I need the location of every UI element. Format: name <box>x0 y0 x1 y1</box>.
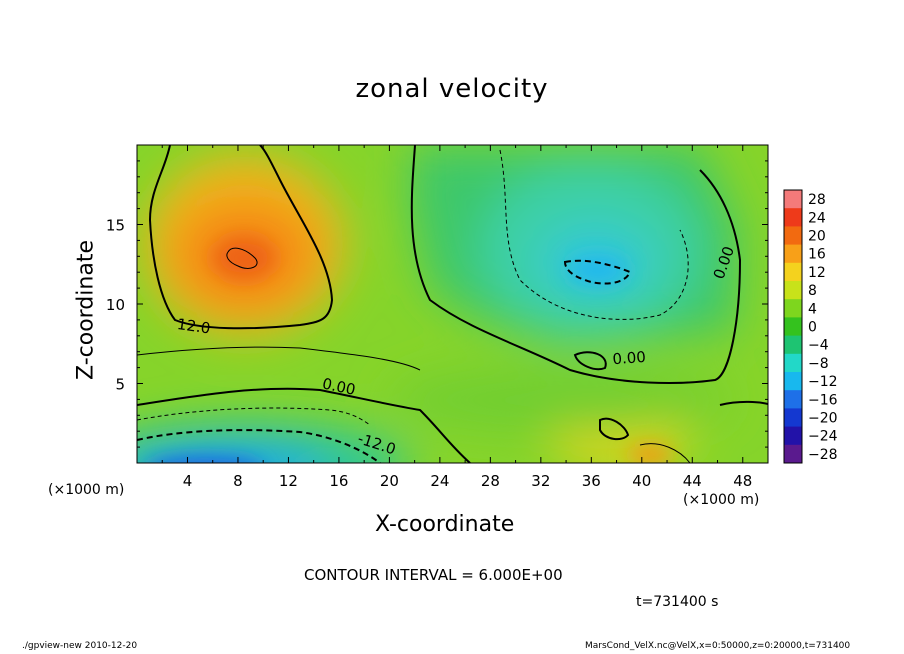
colorbar-swatch <box>784 317 802 337</box>
x-tick-label: 12 <box>279 472 298 490</box>
chart-title: zonal velocity <box>355 74 549 104</box>
contour-label: 0.00 <box>612 348 647 368</box>
colorbar-label: 12 <box>808 265 826 281</box>
colorbar-swatch <box>784 353 802 373</box>
colorbar-swatch <box>784 426 802 446</box>
contour-label-text: 0.00 <box>612 348 647 368</box>
colorbar-label: 28 <box>808 192 826 208</box>
colorbar-swatch <box>784 299 802 318</box>
colorbar: 28 24 20 16 12 8 4 0 −4 −8 −12 −16 −20 −24 −28 <box>783 189 838 464</box>
contour-label-text: 12.0 <box>176 315 212 337</box>
footer-left: ./gpview-new 2010-12-20 <box>22 641 138 651</box>
colorbar-label: 0 <box>808 320 817 336</box>
x-tick-label: 24 <box>430 472 449 490</box>
contour-interval-text: CONTOUR INTERVAL = 6.000E+00 <box>304 566 563 584</box>
y-tick-label: 15 <box>106 217 125 235</box>
colorbar-label: −8 <box>808 356 829 372</box>
colorbar-label: −28 <box>808 447 838 463</box>
footer-right: MarsCond_VelX.nc@VelX,x=0:50000,z=0:2000… <box>585 641 851 651</box>
colorbar-label: 8 <box>808 283 817 299</box>
colorbar-swatch <box>784 335 802 355</box>
colorbar-label: 16 <box>808 247 826 263</box>
colorbar-swatch <box>784 226 802 246</box>
colorbar-swatch <box>784 408 802 428</box>
velocity-field <box>137 145 768 463</box>
y-tick-label: 10 <box>106 296 125 314</box>
colorbar-label: 24 <box>808 210 826 226</box>
colorbar-swatch <box>784 444 802 464</box>
colorbar-label: −20 <box>808 411 838 427</box>
colorbar-swatch <box>784 372 802 391</box>
colorbar-frame <box>783 189 803 464</box>
colorbar-swatch <box>784 190 802 209</box>
x-tick-label: 16 <box>329 472 348 490</box>
x-unit-label-left: (×1000 m) <box>48 482 125 498</box>
x-tick-label: 32 <box>531 472 550 490</box>
colorbar-label: −16 <box>808 392 838 408</box>
colorbar-swatch <box>784 390 802 409</box>
colorbar-label: 4 <box>808 301 817 317</box>
colorbar-label: −12 <box>808 374 838 390</box>
x-tick-label: 36 <box>582 472 601 490</box>
x-tick-label: 8 <box>233 472 243 490</box>
colorbar-swatch <box>784 281 802 300</box>
x-tick-label: 28 <box>481 472 500 490</box>
y-tick-label: 5 <box>115 376 125 394</box>
time-stamp: t=731400 s <box>636 594 719 610</box>
colorbar-label: 20 <box>808 229 826 245</box>
x-tick-label: 20 <box>380 472 399 490</box>
colorbar-swatch <box>784 244 802 264</box>
x-tick-label: 48 <box>733 472 752 490</box>
x-axis-label: X-coordinate <box>375 512 515 537</box>
x-tick-label: 44 <box>683 472 702 490</box>
x-tick-label: 40 <box>632 472 651 490</box>
colorbar-swatch <box>784 208 802 227</box>
colorbar-swatch <box>784 262 802 282</box>
x-tick-label: 4 <box>183 472 193 490</box>
contour-label: 12.0 <box>176 315 212 337</box>
y-axis-label: Z-coordinate <box>73 240 99 380</box>
colorbar-label: −4 <box>808 338 829 354</box>
x-unit-label-right: (×1000 m) <box>683 492 760 508</box>
colorbar-label: −24 <box>808 429 838 445</box>
